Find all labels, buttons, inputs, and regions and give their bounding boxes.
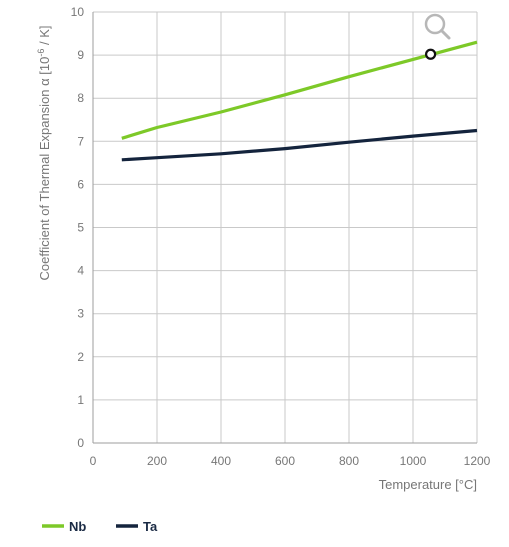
magnifier-handle: [440, 29, 451, 40]
series-lines: [121, 40, 478, 162]
y-tick-label-8: 8: [77, 91, 84, 105]
y-tick-label-7: 7: [77, 134, 84, 148]
y-tick-label-6: 6: [77, 177, 84, 191]
series-line-nb: [121, 40, 478, 140]
y-axis-title-main: Coefficient of Thermal Expansion α [10: [37, 57, 52, 281]
x-tick-label-200: 200: [147, 454, 167, 468]
y-axis-title-unit: / K]: [37, 26, 52, 49]
y-tick-label-10: 10: [71, 5, 85, 19]
y-tick-label-5: 5: [77, 221, 84, 235]
legend: Nb Ta: [42, 519, 158, 534]
magnifier-lens: [424, 13, 446, 35]
x-axis-title: Temperature [°C]: [379, 477, 477, 492]
x-tick-label-1200: 1200: [464, 454, 491, 468]
y-tick-label-0: 0: [77, 436, 84, 450]
data-point-marker[interactable]: [425, 48, 437, 60]
series-line-ta: [121, 128, 478, 162]
y-tick-label-2: 2: [77, 350, 84, 364]
axes: [92, 12, 477, 444]
y-tick-label-9: 9: [77, 48, 84, 62]
legend-item-nb[interactable]: Nb: [42, 519, 86, 534]
y-axis-title: Coefficient of Thermal Expansion α [10-6…: [36, 26, 52, 281]
legend-label-ta: Ta: [143, 519, 158, 534]
x-tick-label-400: 400: [211, 454, 231, 468]
x-tick-label-800: 800: [339, 454, 359, 468]
y-tick-label-1: 1: [77, 393, 84, 407]
x-tick-label-0: 0: [90, 454, 97, 468]
grid: [93, 11, 478, 443]
y-tick-labels: 0 1 2 3 4 5 6 7 8 9 10: [71, 5, 85, 450]
x-tick-label-600: 600: [275, 454, 295, 468]
y-axis-title-exponent: -6: [36, 49, 46, 57]
legend-item-ta[interactable]: Ta: [116, 519, 158, 534]
magnifier-icon[interactable]: [424, 13, 451, 40]
x-tick-labels: 0 200 400 600 800 1000 1200: [90, 454, 491, 468]
legend-label-nb: Nb: [69, 519, 86, 534]
x-tick-label-1000: 1000: [400, 454, 427, 468]
y-tick-label-4: 4: [77, 264, 84, 278]
y-tick-label-3: 3: [77, 307, 84, 321]
